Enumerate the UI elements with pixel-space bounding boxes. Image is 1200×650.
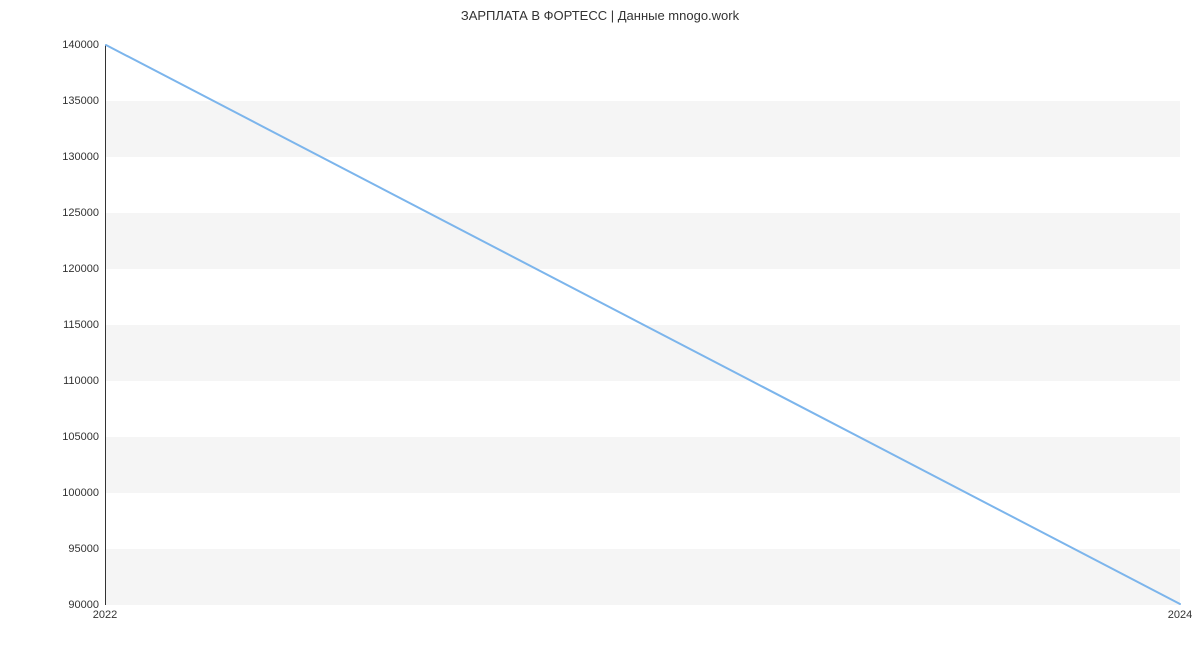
chart-title: ЗАРПЛАТА В ФОРТЕСС | Данные mnogo.work — [0, 8, 1200, 23]
y-tick-label: 135000 — [0, 95, 99, 107]
plot-area — [105, 45, 1180, 605]
y-tick-label: 90000 — [0, 599, 99, 611]
y-tick-label: 130000 — [0, 151, 99, 163]
x-tick-label: 2022 — [93, 609, 117, 621]
y-tick-label: 95000 — [0, 543, 99, 555]
series-line-salary — [106, 45, 1180, 604]
y-tick-label: 105000 — [0, 431, 99, 443]
y-tick-label: 115000 — [0, 319, 99, 331]
salary-chart: ЗАРПЛАТА В ФОРТЕСС | Данные mnogo.work 9… — [0, 0, 1200, 650]
y-tick-label: 140000 — [0, 39, 99, 51]
y-tick-label: 100000 — [0, 487, 99, 499]
y-tick-label: 125000 — [0, 207, 99, 219]
chart-line-svg — [106, 45, 1180, 604]
x-tick-label: 2024 — [1168, 609, 1192, 621]
y-tick-label: 120000 — [0, 263, 99, 275]
y-tick-label: 110000 — [0, 375, 99, 387]
